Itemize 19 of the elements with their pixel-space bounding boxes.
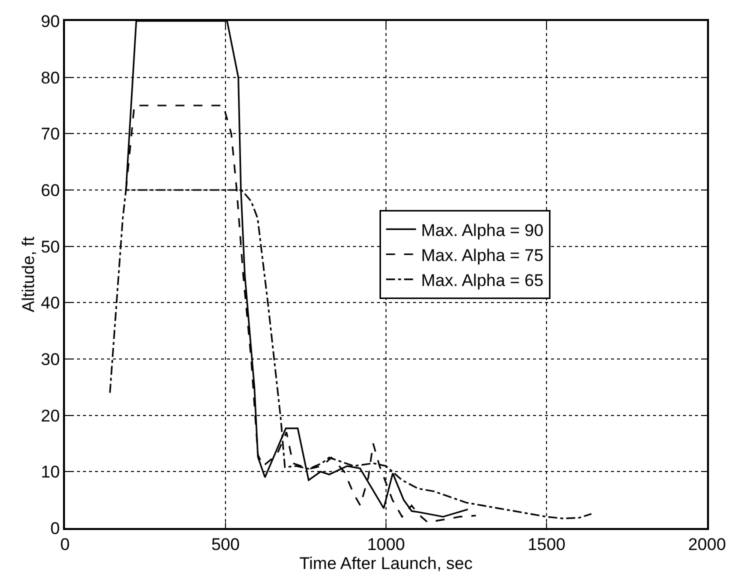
x-axis-title: Time After Launch, sec — [299, 554, 474, 574]
y-tick-label: 90 — [40, 12, 60, 31]
x-tick-label: 500 — [211, 535, 240, 554]
legend-label: Max. Alpha = 65 — [421, 270, 544, 290]
y-tick-label: 0 — [50, 518, 60, 538]
y-tick-label: 30 — [40, 350, 60, 369]
y-tick-label: 60 — [40, 180, 60, 200]
y-tick-label: 80 — [40, 68, 60, 88]
y-tick-label: 10 — [40, 462, 60, 482]
y-tick-label: 40 — [40, 294, 60, 313]
y-axis-title: Altitude, ft — [18, 236, 38, 312]
x-tick-label: 2000 — [688, 535, 726, 554]
x-tick-label: 1500 — [528, 535, 566, 554]
legend-label: Max. Alpha = 90 — [421, 220, 544, 240]
y-tick-label: 50 — [40, 237, 60, 256]
legend-label: Max. Alpha = 75 — [421, 246, 544, 265]
x-tick-label: 1000 — [367, 535, 405, 554]
y-tick-label: 70 — [40, 124, 60, 144]
y-tick-label: 20 — [40, 406, 60, 426]
